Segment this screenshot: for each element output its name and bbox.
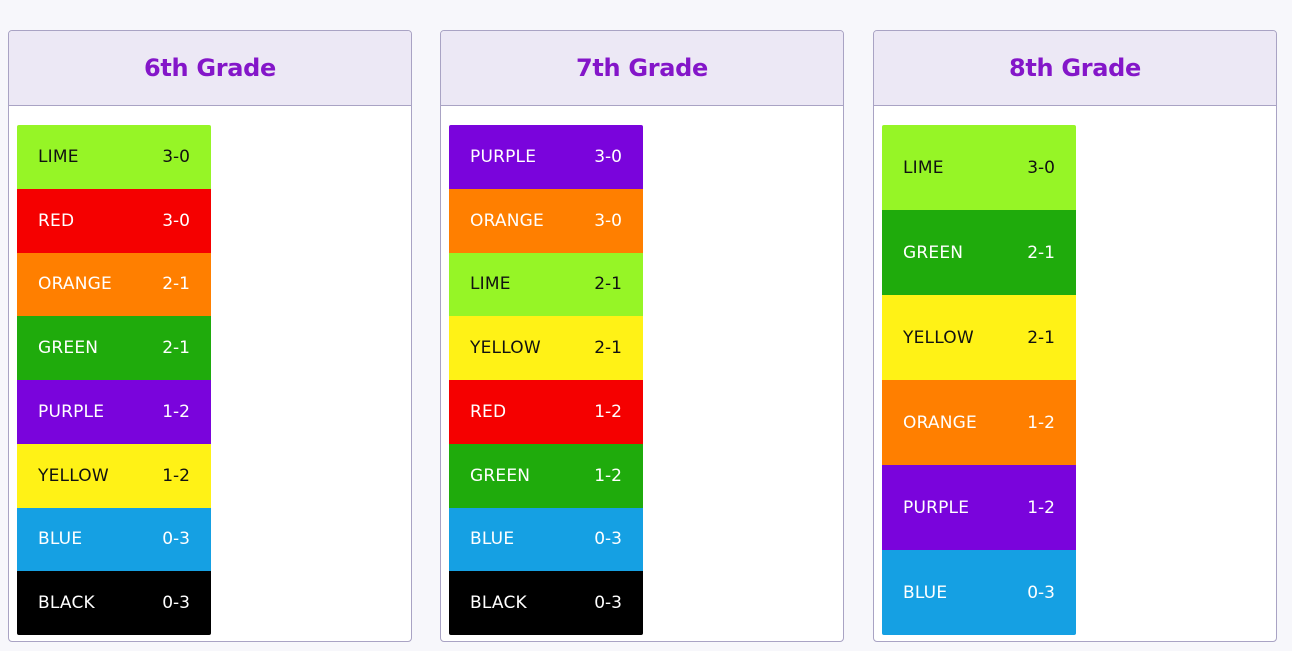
team-name: RED [38, 210, 75, 231]
team-record: 0-3 [1027, 582, 1055, 603]
team-name: YELLOW [38, 465, 109, 486]
team-record: 3-0 [1027, 157, 1055, 178]
grade-title: 6th Grade [143, 54, 277, 82]
standings-row: GREEN 2-1 [17, 316, 211, 380]
standings-row: PURPLE 3-0 [449, 125, 643, 189]
standings-row: YELLOW 2-1 [449, 316, 643, 380]
standings-list: LIME 3-0 GREEN 2-1 YELLOW 2-1 ORANGE 1-2 PURPLE 1… [882, 125, 1076, 635]
team-record: 1-2 [162, 401, 190, 422]
team-record: 2-1 [1027, 242, 1055, 263]
team-name: YELLOW [470, 338, 541, 359]
team-name: BLACK [470, 593, 527, 614]
standings-row: LIME 3-0 [882, 125, 1076, 210]
standings-row: YELLOW 1-2 [17, 443, 211, 508]
standings-row: BLACK 0-3 [17, 571, 211, 635]
team-record: 3-0 [162, 146, 190, 167]
standings-row: ORANGE 2-1 [17, 252, 211, 317]
team-name: LIME [903, 157, 944, 178]
team-record: 1-2 [1027, 497, 1055, 518]
standings-row: BLUE 0-3 [449, 507, 643, 572]
team-record: 1-2 [1027, 412, 1055, 433]
team-name: PURPLE [38, 401, 105, 422]
team-name: LIME [470, 274, 511, 295]
grade-panel-header: 8th Grade [874, 31, 1276, 106]
team-name: YELLOW [903, 327, 974, 348]
team-record: 2-1 [594, 338, 622, 359]
standings-row: RED 3-0 [17, 188, 211, 253]
team-name: PURPLE [903, 497, 970, 518]
standings-list: PURPLE 3-0 ORANGE 3-0 LIME 2-1 YELLOW 2-1 RED 1-2… [449, 125, 643, 635]
team-name: BLUE [903, 582, 948, 603]
team-name: ORANGE [38, 274, 112, 295]
team-name: ORANGE [470, 210, 544, 231]
grade-title: 7th Grade [575, 54, 709, 82]
grade-panel-header: 7th Grade [441, 31, 843, 106]
standings-row: ORANGE 3-0 [449, 188, 643, 253]
grade-panel-7th: 7th Grade PURPLE 3-0 ORANGE 3-0 LIME 2-1 YELLO… [440, 30, 844, 642]
standings-row: BLACK 0-3 [449, 571, 643, 635]
team-name: RED [470, 401, 507, 422]
standings-row: RED 1-2 [449, 380, 643, 444]
standings-row: LIME 3-0 [17, 125, 211, 189]
grade-panel-header: 6th Grade [9, 31, 411, 106]
team-record: 2-1 [1027, 327, 1055, 348]
team-name: LIME [38, 146, 79, 167]
team-record: 2-1 [594, 274, 622, 295]
standings-row: BLUE 0-3 [17, 507, 211, 572]
grade-panel-8th: 8th Grade LIME 3-0 GREEN 2-1 YELLOW 2-1 ORANGE… [873, 30, 1277, 642]
standings-row: LIME 2-1 [449, 252, 643, 317]
team-record: 2-1 [162, 338, 190, 359]
team-name: BLACK [38, 593, 95, 614]
team-record: 0-3 [594, 529, 622, 550]
team-name: GREEN [903, 242, 964, 263]
standings-list: LIME 3-0 RED 3-0 ORANGE 2-1 GREEN 2-1 PURPLE 1-2 Y… [17, 125, 211, 635]
team-name: BLUE [470, 529, 515, 550]
team-name: PURPLE [470, 146, 537, 167]
standings-row: ORANGE 1-2 [882, 380, 1076, 465]
team-record: 1-2 [162, 465, 190, 486]
grade-panel-6th: 6th Grade LIME 3-0 RED 3-0 ORANGE 2-1 GREEN 2-1… [8, 30, 412, 642]
standings-row: PURPLE 1-2 [882, 465, 1076, 550]
standings-row: BLUE 0-3 [882, 550, 1076, 635]
team-record: 0-3 [162, 529, 190, 550]
team-name: ORANGE [903, 412, 977, 433]
team-record: 2-1 [162, 274, 190, 295]
standings-row: GREEN 1-2 [449, 443, 643, 508]
team-record: 1-2 [594, 401, 622, 422]
standings-row: GREEN 2-1 [882, 210, 1076, 295]
team-name: GREEN [38, 338, 99, 359]
team-name: GREEN [470, 465, 531, 486]
standings-row: YELLOW 2-1 [882, 295, 1076, 380]
team-record: 3-0 [594, 210, 622, 231]
standings-row: PURPLE 1-2 [17, 380, 211, 444]
team-record: 1-2 [594, 465, 622, 486]
team-record: 0-3 [594, 593, 622, 614]
team-name: BLUE [38, 529, 83, 550]
grade-title: 8th Grade [1008, 54, 1142, 82]
team-record: 0-3 [162, 593, 190, 614]
team-record: 3-0 [162, 210, 190, 231]
team-record: 3-0 [594, 146, 622, 167]
